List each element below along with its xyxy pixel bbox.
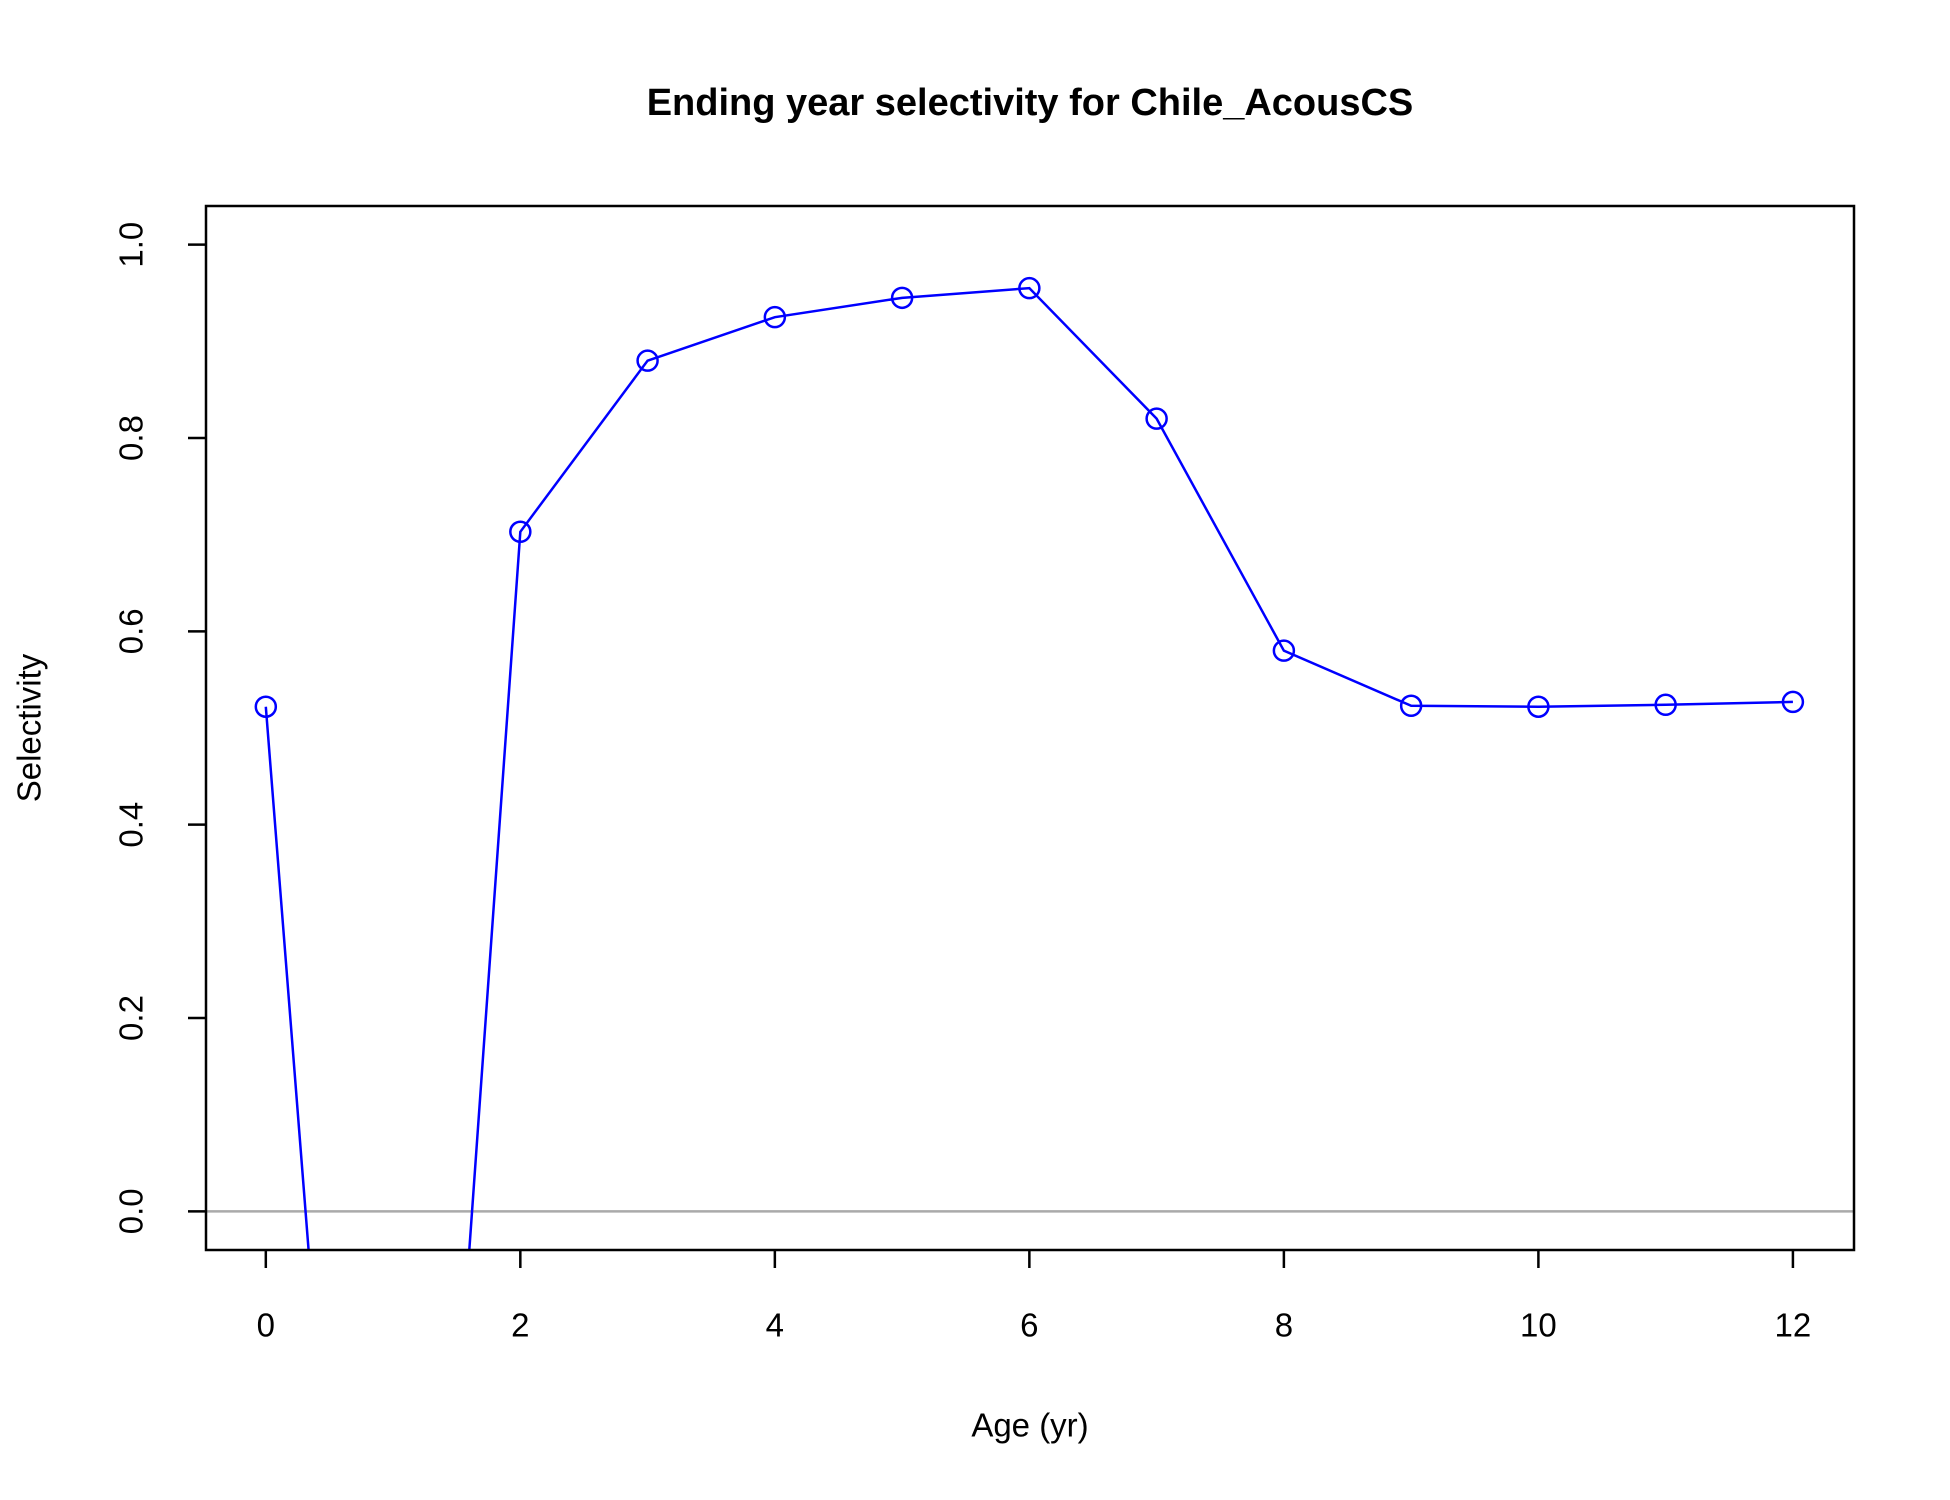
- point: [254, 695, 278, 718]
- point: [763, 305, 787, 329]
- y-tick-label: 0.8: [113, 415, 150, 461]
- y-tick-label: 1.0: [113, 222, 150, 268]
- point: [509, 520, 532, 544]
- x-tick-label: 2: [511, 1307, 529, 1344]
- point: [1272, 639, 1296, 662]
- point: [1781, 690, 1805, 714]
- x-tick-label: 0: [257, 1307, 275, 1344]
- point: [1145, 407, 1168, 430]
- point: [1654, 693, 1677, 717]
- y-tick-label: 0.0: [113, 1188, 150, 1234]
- x-tick-label: 10: [1520, 1307, 1557, 1344]
- y-tick-label: 0.4: [113, 802, 150, 848]
- x-tick-label: 6: [1020, 1307, 1038, 1344]
- x-tick-label: 8: [1275, 1307, 1293, 1344]
- y-tick-label: 0.6: [113, 608, 150, 654]
- y-axis-label: Selectivity: [11, 653, 48, 802]
- point: [1399, 694, 1423, 718]
- x-tick-label: 4: [766, 1307, 784, 1344]
- series-line: [264, 286, 1793, 1250]
- point: [890, 286, 914, 310]
- point: [1018, 276, 1041, 300]
- y-tick-label: 0.2: [113, 995, 150, 1041]
- plot-area: [206, 276, 1854, 1250]
- point: [636, 349, 659, 372]
- x-tick-label: 12: [1775, 1307, 1812, 1344]
- plot-frame: [204, 204, 1856, 1252]
- x-axis-label: Age (yr): [971, 1407, 1088, 1444]
- point: [1527, 695, 1550, 718]
- chart-title: Ending year selectivity for Chile_AcousC…: [647, 82, 1414, 124]
